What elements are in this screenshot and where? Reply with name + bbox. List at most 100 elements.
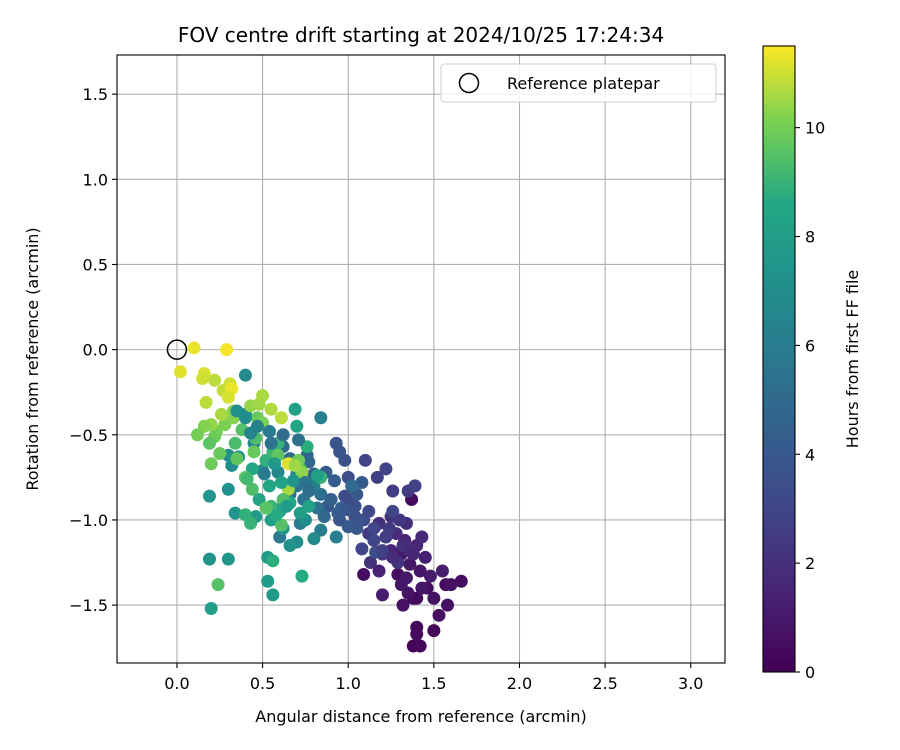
data-point — [250, 419, 264, 433]
data-point — [202, 489, 216, 503]
colorbar-tick-label: 10 — [805, 119, 825, 138]
data-point — [386, 550, 400, 564]
data-point — [228, 436, 242, 450]
data-point — [274, 518, 288, 532]
data-point — [274, 475, 288, 489]
data-point — [240, 472, 254, 486]
colorbar-tick-label: 6 — [805, 336, 815, 355]
y-tick-label: 1.5 — [83, 85, 108, 104]
data-point — [372, 564, 386, 578]
colorbar-tick-label: 0 — [805, 663, 815, 682]
data-point — [228, 506, 242, 520]
data-point — [276, 428, 290, 442]
colorbar: 0 2 4 6 8 10 — [762, 45, 825, 682]
data-point — [290, 419, 304, 433]
legend-label-reference: Reference platepar — [507, 74, 660, 93]
data-point — [358, 453, 372, 467]
colorbar-frame — [762, 45, 796, 673]
data-point — [345, 479, 359, 493]
data-point — [423, 569, 437, 583]
data-point — [379, 530, 393, 544]
data-point — [295, 569, 309, 583]
data-point — [302, 484, 316, 498]
data-point — [211, 578, 225, 592]
data-point — [244, 516, 258, 530]
data-point — [418, 550, 432, 564]
data-point — [338, 489, 352, 503]
data-point — [266, 588, 280, 602]
x-axis-label: Angular distance from reference (arcmin) — [255, 707, 586, 726]
data-point — [396, 598, 410, 612]
data-points — [166, 339, 468, 653]
data-point — [293, 506, 307, 520]
data-point — [190, 428, 204, 442]
data-point — [280, 499, 294, 513]
data-point — [204, 457, 218, 471]
data-point — [427, 591, 441, 605]
data-point — [328, 474, 342, 488]
x-tick-label: 2.0 — [507, 674, 532, 693]
data-point — [341, 520, 355, 534]
legend-box — [440, 63, 717, 103]
data-point — [410, 627, 424, 641]
data-point — [286, 474, 300, 488]
data-point — [204, 602, 218, 616]
data-point — [367, 521, 381, 535]
data-point — [230, 452, 244, 466]
axis-ticks: 0.0 0.5 1.0 1.5 2.0 2.5 3.0 −1.5 −1.0 −0.5 0.0 0.5 1… — [69, 85, 703, 693]
data-point — [238, 368, 252, 382]
data-point — [208, 373, 222, 387]
x-tick-label: 0.0 — [164, 674, 189, 693]
data-point — [386, 484, 400, 498]
colorbar-tick-label: 8 — [805, 228, 815, 247]
y-tick-label: −1.0 — [69, 511, 108, 530]
data-point — [379, 462, 393, 476]
x-tick-label: 3.0 — [678, 674, 703, 693]
data-point — [351, 513, 365, 527]
data-point — [355, 475, 369, 489]
data-point — [441, 598, 455, 612]
data-point — [283, 538, 297, 552]
data-point — [262, 479, 276, 493]
data-point — [221, 552, 235, 566]
data-point — [408, 479, 422, 493]
data-point — [413, 564, 427, 578]
colorbar-tick-label: 2 — [805, 554, 815, 573]
data-point — [307, 532, 321, 546]
data-point — [213, 447, 227, 461]
data-point — [454, 574, 468, 588]
data-point — [355, 542, 369, 556]
legend[interactable]: Reference platepar — [440, 63, 717, 103]
y-tick-label: −0.5 — [69, 426, 108, 445]
data-point — [394, 578, 408, 592]
data-point — [261, 574, 275, 588]
data-point — [427, 624, 441, 638]
data-point — [269, 508, 283, 522]
data-point — [187, 341, 201, 355]
data-point — [324, 493, 338, 507]
data-point — [257, 467, 271, 481]
data-point — [444, 578, 458, 592]
y-axis-label: Rotation from reference (arcmin) — [23, 227, 42, 490]
y-tick-label: 1.0 — [83, 170, 108, 189]
legend-marker-reference — [458, 72, 480, 94]
x-tick-label: 1.5 — [421, 674, 446, 693]
data-point — [331, 506, 345, 520]
data-point — [264, 402, 278, 416]
colorbar-label: Hours from first FF file — [843, 270, 862, 449]
data-point — [363, 556, 377, 570]
data-point — [310, 469, 324, 483]
data-point — [348, 499, 362, 513]
colorbar-tick-label: 4 — [805, 445, 815, 464]
data-point — [375, 544, 389, 558]
y-tick-label: 0.5 — [83, 255, 108, 274]
data-point — [292, 433, 306, 447]
data-point — [314, 411, 328, 425]
data-point — [196, 372, 210, 386]
data-point — [413, 639, 427, 653]
data-point — [432, 608, 446, 622]
data-point — [367, 533, 381, 547]
data-point — [370, 470, 384, 484]
data-point — [268, 457, 282, 471]
